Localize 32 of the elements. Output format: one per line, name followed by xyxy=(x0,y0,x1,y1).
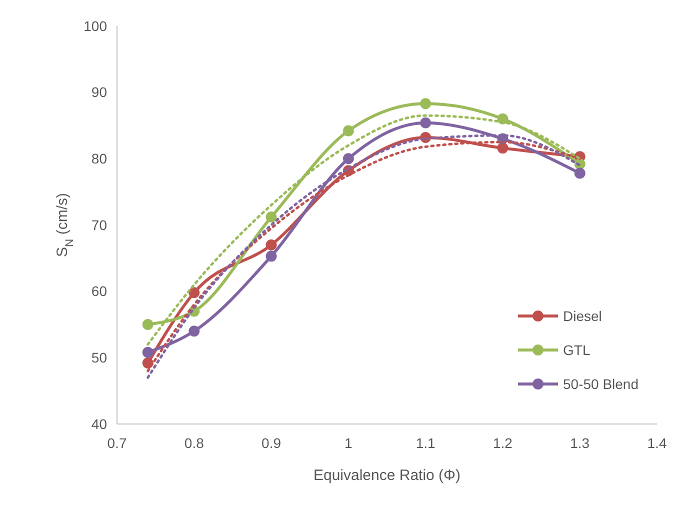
point xyxy=(420,98,432,110)
y-tick-label: 70 xyxy=(91,216,108,233)
x-tick-label: 1.2 xyxy=(492,435,513,451)
point xyxy=(342,153,354,164)
x-tick-label: 1.1 xyxy=(416,435,436,451)
x-tick-label: 1.3 xyxy=(570,435,590,451)
point xyxy=(497,142,508,154)
x-tick-label: 0.9 xyxy=(262,435,282,451)
point xyxy=(188,287,200,298)
point xyxy=(142,346,154,358)
legend-label: 50-50 Blend xyxy=(563,376,639,392)
y-tick-label: 60 xyxy=(91,283,108,300)
x-tick-label: 0.7 xyxy=(107,435,127,451)
x-tick-label: 1 xyxy=(344,435,353,451)
point xyxy=(342,125,354,136)
y-tick-label: 100 xyxy=(84,18,108,34)
x-axis-title: Equivalence Ratio (Φ) xyxy=(313,467,461,484)
point xyxy=(188,326,200,337)
x-tick-label: 1.4 xyxy=(647,435,667,451)
y-tick-label: 80 xyxy=(91,150,108,167)
point xyxy=(142,319,154,330)
y-tick-label: 90 xyxy=(91,84,108,100)
point xyxy=(266,239,277,250)
x-tick-label: 0.8 xyxy=(184,435,204,451)
point xyxy=(574,168,586,179)
legend-label: GTL xyxy=(563,342,590,358)
point xyxy=(420,117,432,128)
point xyxy=(266,212,277,223)
y-tick-label: 50 xyxy=(91,350,108,366)
point xyxy=(266,250,277,262)
legend-label: Diesel xyxy=(563,308,602,324)
y-tick-label: 40 xyxy=(91,416,108,432)
